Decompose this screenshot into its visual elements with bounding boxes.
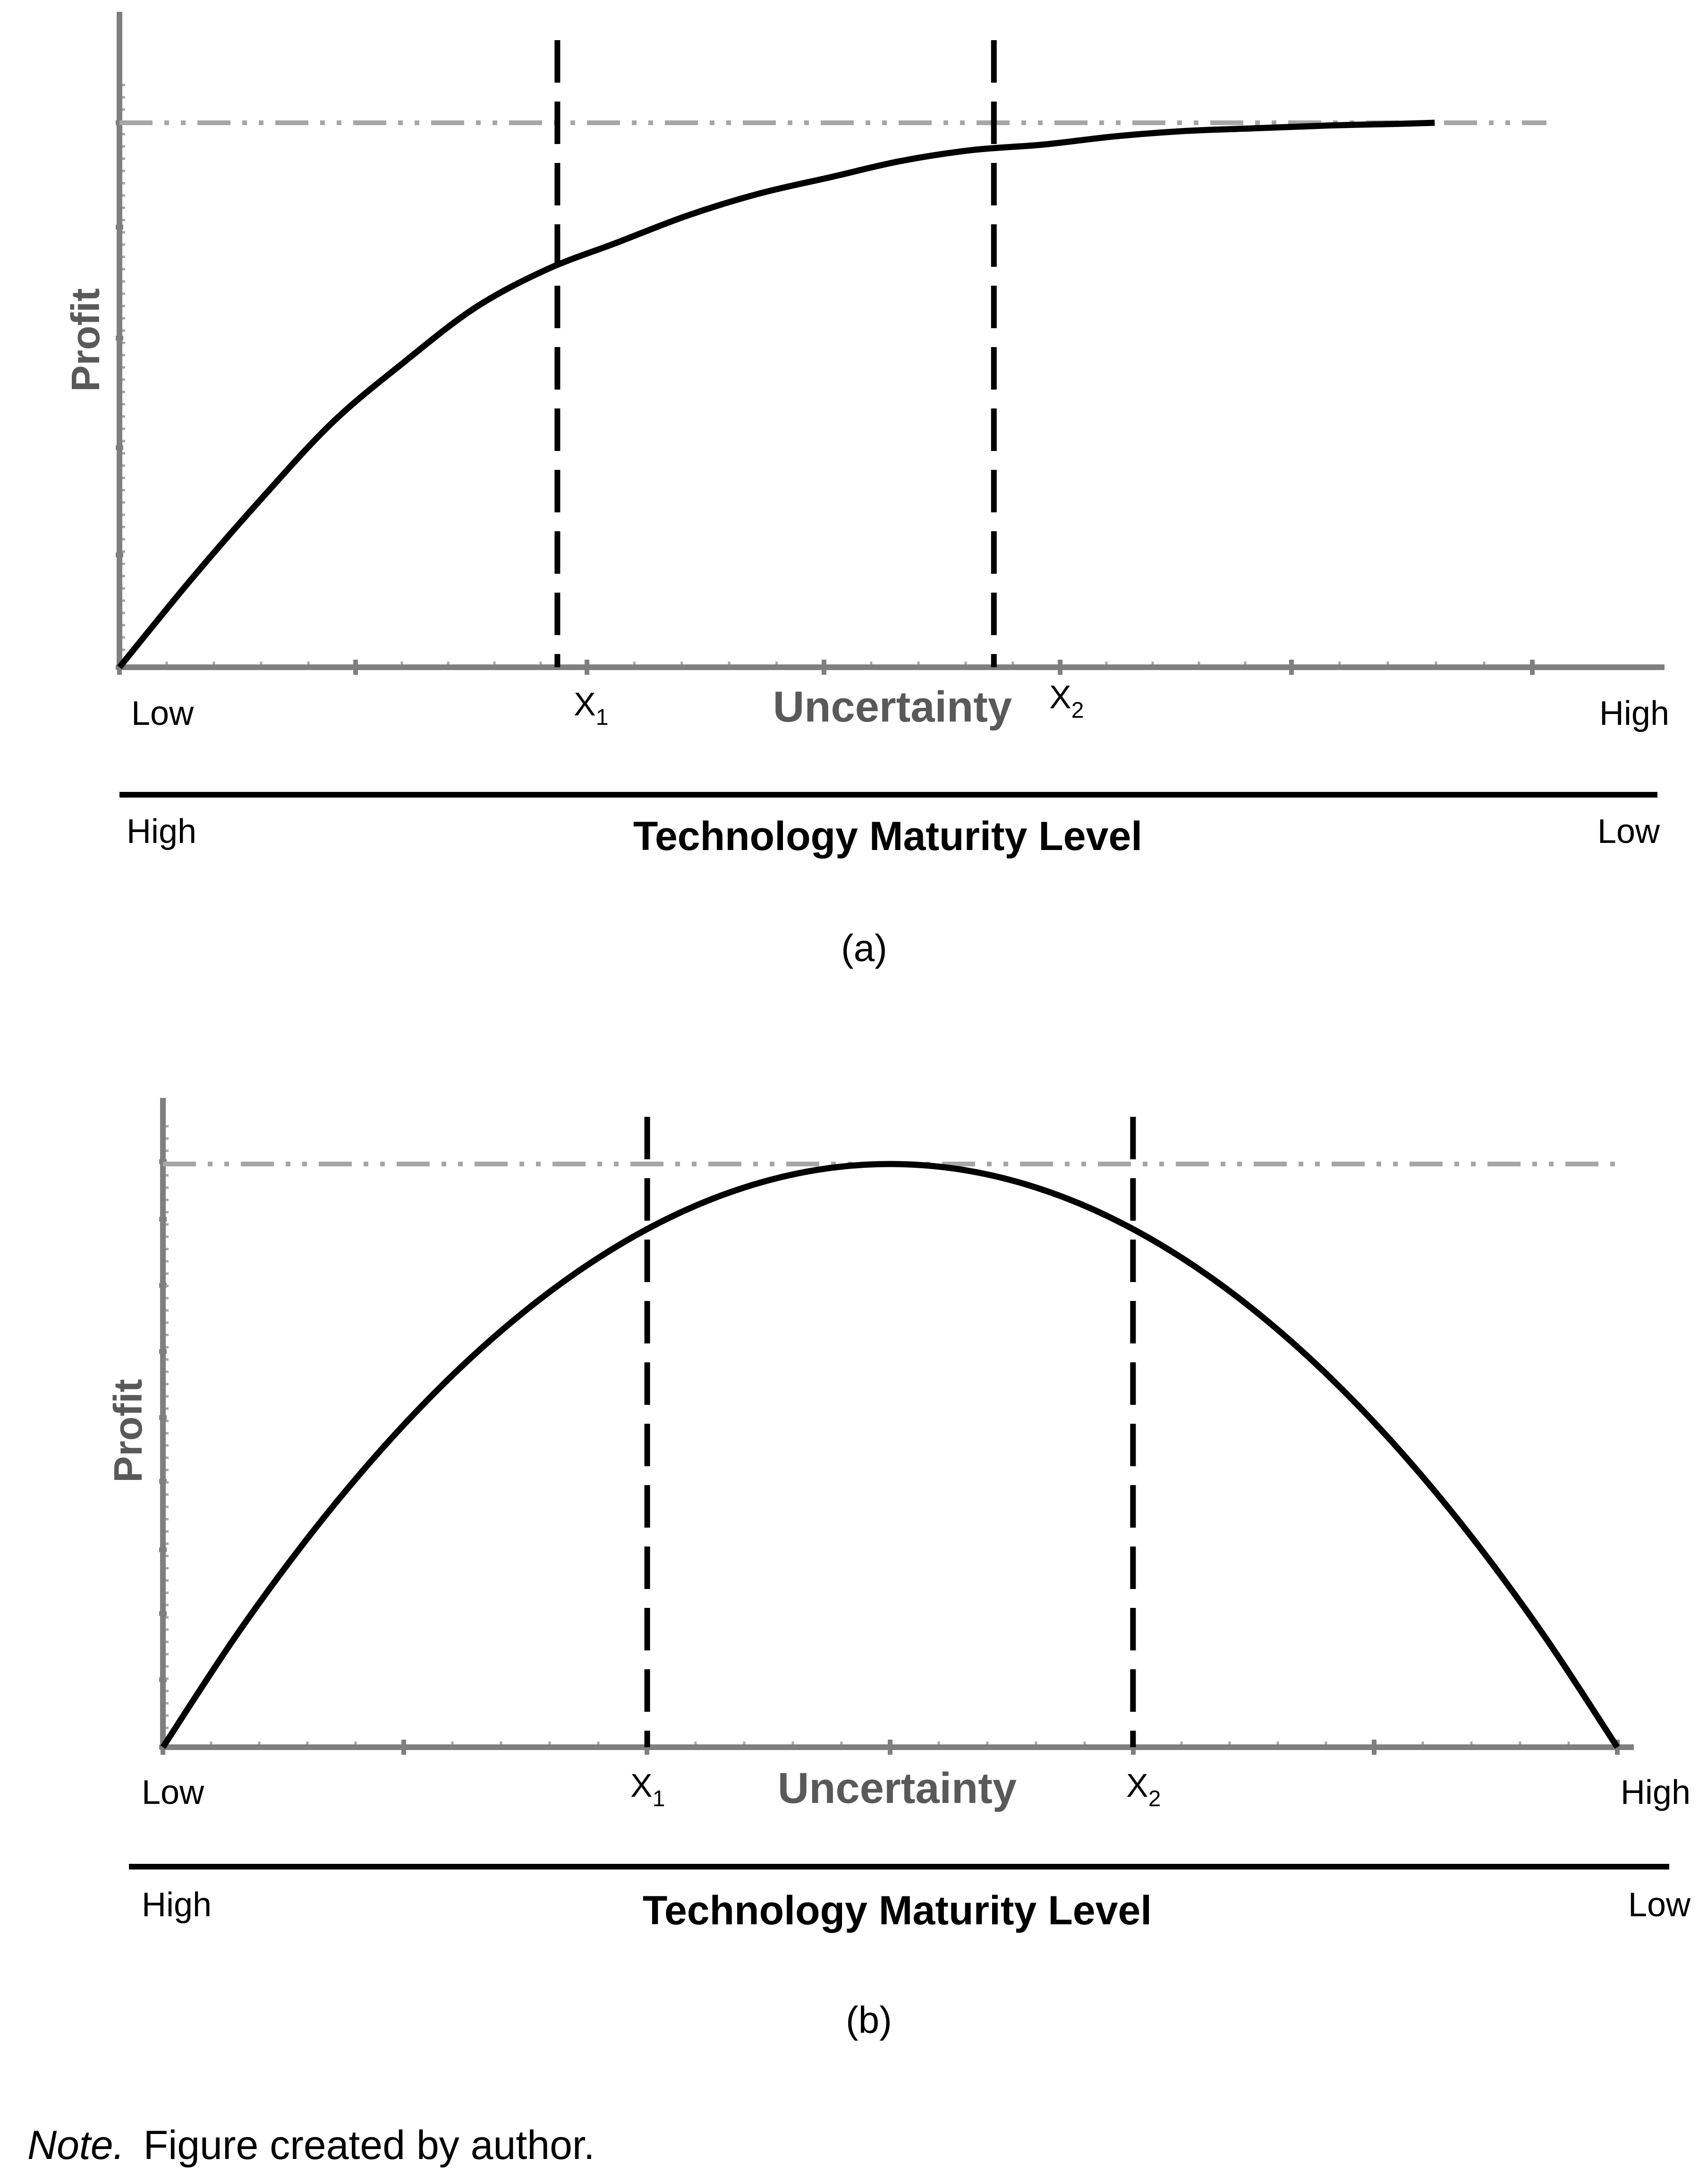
secondary-axis-label-b: Technology Maturity Level — [643, 1888, 1152, 1933]
x2-label-a: X2 — [1049, 679, 1084, 723]
x1-label-main-b: X — [630, 1767, 653, 1804]
x-end-label-right-b: High — [1621, 1774, 1691, 1811]
x-end-label-right-a: High — [1599, 695, 1669, 732]
x1-label-sub-a: 1 — [596, 705, 609, 730]
secondary-end-label-left-a: High — [127, 813, 196, 850]
caption-a: (a) — [841, 927, 887, 969]
x2-label-sub-a: 2 — [1071, 698, 1084, 723]
x2-label-main-b: X — [1126, 1767, 1148, 1804]
x1-label-b: X1 — [630, 1767, 665, 1811]
secondary-end-label-left-b: High — [142, 1886, 212, 1924]
secondary-end-label-right-b: Low — [1628, 1886, 1691, 1924]
x-axis-label-a: Uncertainty — [773, 683, 1012, 731]
figure-note: Note. Figure created by author. — [27, 2123, 595, 2168]
x-axis-label-b: Uncertainty — [778, 1764, 1017, 1812]
x2-label-sub-b: 2 — [1148, 1786, 1161, 1811]
x1-label-a: X1 — [574, 686, 608, 730]
profit-curve-a — [117, 119, 1435, 670]
chart-a: Profit Low High Uncertainty X1 X2 High L… — [63, 12, 1669, 969]
profit-curve-b — [160, 1161, 1620, 1749]
x2-label-b: X2 — [1126, 1767, 1161, 1811]
secondary-axis-label-a: Technology Maturity Level — [633, 814, 1142, 859]
y-axis-label-a: Profit — [63, 288, 108, 391]
x2-label-main-a: X — [1049, 679, 1071, 715]
x1-label-sub-b: 1 — [653, 1786, 665, 1811]
x-end-label-left-a: Low — [131, 695, 194, 732]
x-end-label-left-b: Low — [142, 1774, 204, 1811]
secondary-end-label-right-a: Low — [1597, 813, 1660, 850]
caption-b: (b) — [846, 1999, 892, 2041]
note-lead: Note. — [27, 2123, 125, 2168]
y-axis-label-b: Profit — [106, 1379, 150, 1482]
chart-b: Profit Low High Uncertainty X1 X2 High L… — [106, 1098, 1691, 2041]
note-text: Figure created by author. — [144, 2123, 595, 2168]
x1-label-main-a: X — [574, 686, 596, 722]
